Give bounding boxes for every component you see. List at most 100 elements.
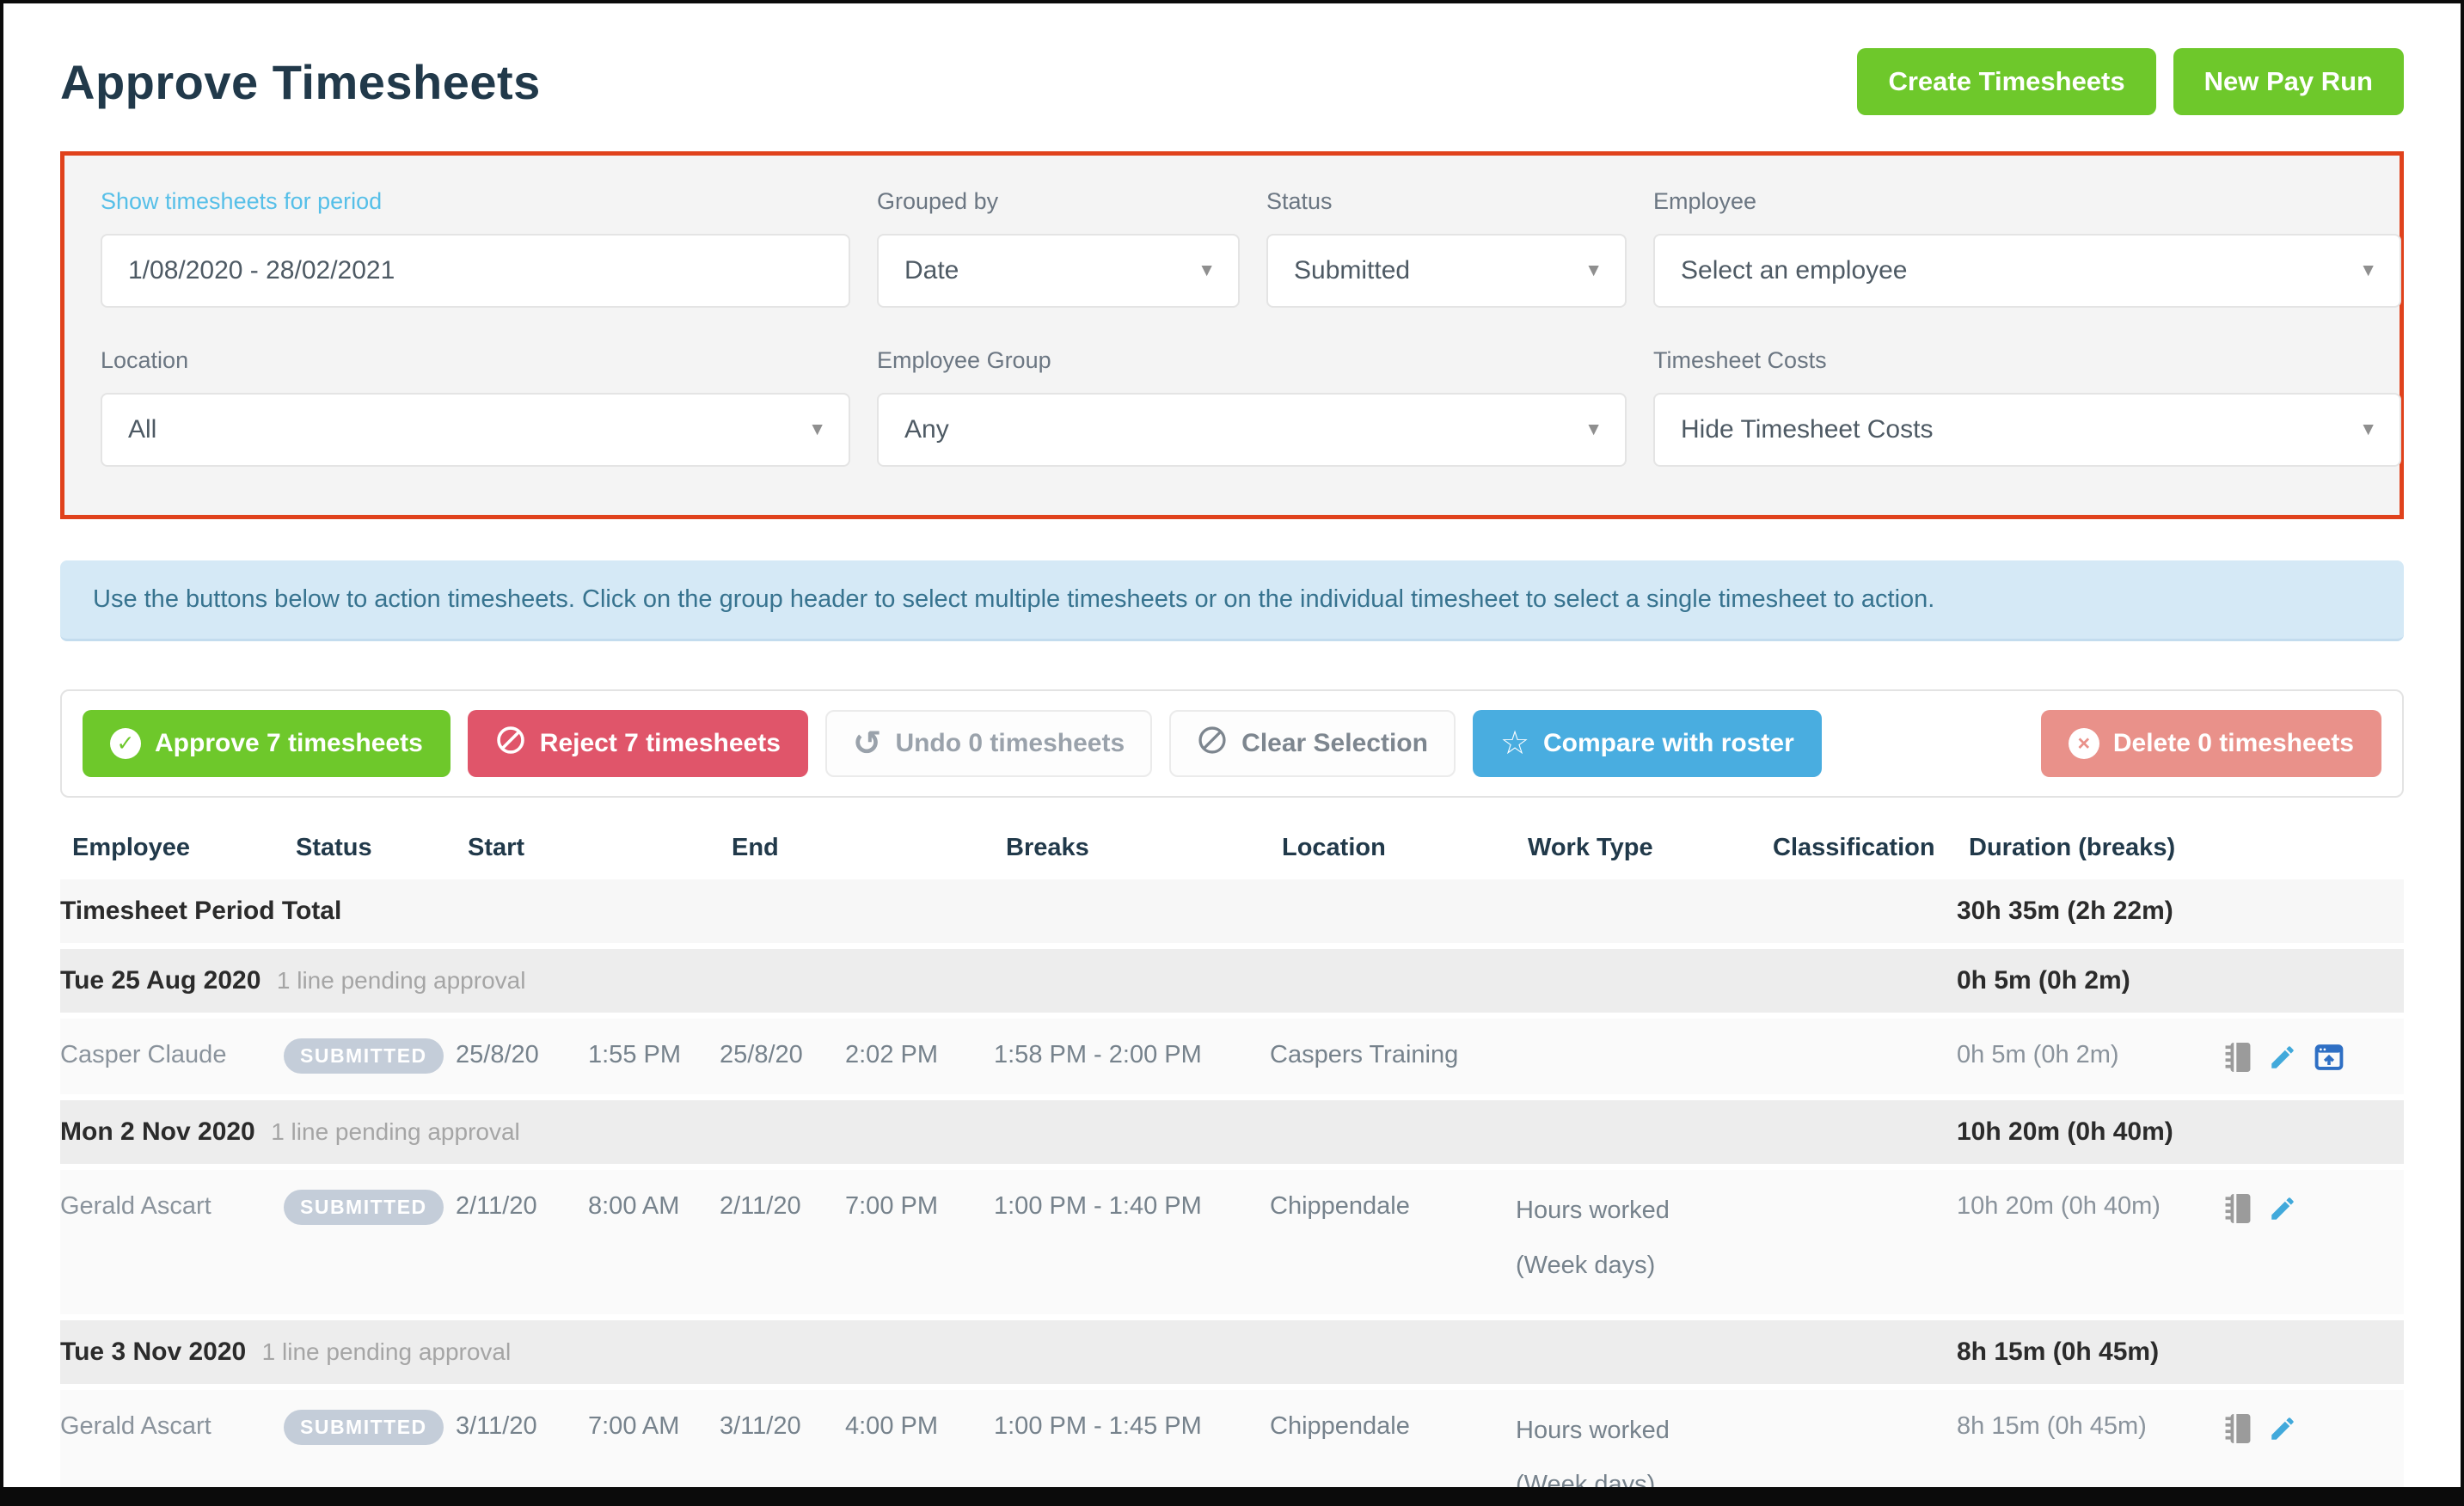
status-badge: SUBMITTED [284,1038,444,1074]
timesheet-costs-select[interactable]: Hide Timesheet Costs [1653,393,2401,467]
end-date: 2/11/20 [720,1192,801,1220]
check-circle-icon: ✓ [110,728,141,759]
group-duration: 8h 15m (0h 45m) [1957,1337,2160,1366]
group-date: Tue 25 Aug 2020 [60,966,261,995]
top-actions: Create Timesheets New Pay Run [1857,48,2404,115]
notebook-icon[interactable] [2223,1041,2253,1074]
group-date: Tue 3 Nov 2020 [60,1337,247,1366]
group-note: 1 line pending approval [271,1118,520,1145]
employee-group-filter: Employee Group Any [877,347,1627,467]
employee-group-select[interactable]: Any [877,393,1627,467]
new-pay-run-button[interactable]: New Pay Run [2173,48,2404,115]
ban-icon [1197,725,1228,762]
status-value: Submitted [1294,256,1411,285]
col-breaks: Breaks [1006,834,1089,861]
row-duration: 0h 5m (0h 2m) [1957,1041,2119,1068]
pencil-icon[interactable] [2268,1043,2297,1072]
timesheet-costs-filter: Timesheet Costs Hide Timesheet Costs [1653,347,2401,467]
grouped-by-value: Date [904,256,959,285]
breaks: 1:00 PM - 1:45 PM [994,1411,1202,1440]
row-location: Caspers Training [1270,1041,1459,1068]
start-date: 3/11/20 [456,1411,537,1440]
end-date: 25/8/20 [720,1041,803,1068]
approve-button-label: Approve 7 timesheets [155,729,423,757]
clear-selection-label: Clear Selection [1241,729,1428,757]
group-note: 1 line pending approval [261,1338,512,1365]
undo-button-label: Undo 0 timesheets [895,729,1125,757]
period-filter-label[interactable]: Show timesheets for period [101,188,383,214]
group-date: Mon 2 Nov 2020 [60,1117,255,1146]
caret-down-icon [1584,260,1603,281]
end-time: 7:00 PM [845,1192,938,1220]
pencil-icon[interactable] [2268,1414,2297,1443]
col-start: Start [468,834,525,861]
end-time: 4:00 PM [845,1411,938,1440]
undo-timesheets-button[interactable]: ↺ Undo 0 timesheets [824,710,1153,777]
status-badge: SUBMITTED [284,1409,444,1445]
col-work-type: Work Type [1528,834,1653,861]
col-duration: Duration (breaks) [1969,834,2176,861]
caret-down-icon [1584,419,1603,440]
period-total-duration: 30h 35m (2h 22m) [1957,897,2173,925]
info-banner: Use the buttons below to action timeshee… [60,560,2404,641]
undo-icon: ↺ [852,725,882,762]
start-time: 7:00 AM [588,1411,680,1440]
employee-name: Casper Claude [60,1041,227,1068]
employee-label: Employee [1653,188,1757,214]
employee-name: Gerald Ascart [60,1192,211,1220]
delete-timesheets-button[interactable]: × Delete 0 timesheets [2040,710,2381,777]
info-banner-text: Use the buttons below to action timeshee… [93,585,1935,614]
col-end: End [732,834,779,861]
status-badge: SUBMITTED [284,1190,444,1225]
page-title: Approve Timesheets [60,54,541,109]
employee-filter: Employee Select an employee [1653,188,2401,308]
grouped-by-select[interactable]: Date [877,234,1240,308]
employee-name: Gerald Ascart [60,1411,211,1440]
start-date: 25/8/20 [456,1041,539,1068]
row-location: Chippendale [1270,1192,1410,1220]
timesheet-row[interactable]: Gerald Ascart SUBMITTED 2/11/20 8:00 AM … [60,1170,2404,1314]
row-duration: 8h 15m (0h 45m) [1957,1411,2147,1440]
period-date-range-input[interactable]: 1/08/2020 - 28/02/2021 [101,234,850,308]
timesheets-table: Employee Status Start End Breaks Locatio… [60,834,2404,1487]
location-select[interactable]: All [101,393,850,467]
caret-down-icon [808,419,826,440]
compare-with-roster-button[interactable]: ☆ Compare with roster [1472,710,1822,777]
filter-panel: Show timesheets for period 1/08/2020 - 2… [60,151,2404,519]
reject-timesheets-button[interactable]: Reject 7 timesheets [467,710,808,777]
action-bar: ✓ Approve 7 timesheets Reject 7 timeshee… [60,689,2404,798]
export-window-icon[interactable] [2313,1042,2345,1073]
group-duration: 0h 5m (0h 2m) [1957,966,2130,995]
group-header-row[interactable]: Mon 2 Nov 2020 1 line pending approval 1… [60,1100,2404,1164]
top-bar: Approve Timesheets Create Timesheets New… [60,48,2404,115]
employee-select[interactable]: Select an employee [1653,234,2401,308]
col-classification: Classification [1773,834,1935,861]
timesheet-row[interactable]: Casper Claude SUBMITTED 25/8/20 1:55 PM … [60,1019,2404,1094]
timesheet-costs-label: Timesheet Costs [1653,347,1827,373]
group-note: 1 line pending approval [276,967,526,994]
group-header-row[interactable]: Tue 3 Nov 2020 1 line pending approval 8… [60,1319,2404,1384]
location-value: All [128,415,157,444]
group-header-row[interactable]: Tue 25 Aug 2020 1 line pending approval … [60,949,2404,1013]
timesheet-row[interactable]: Gerald Ascart SUBMITTED 3/11/20 7:00 AM … [60,1389,2404,1487]
notebook-icon[interactable] [2223,1192,2253,1225]
star-icon: ☆ [1499,725,1530,762]
end-time: 2:02 PM [845,1041,938,1068]
start-date: 2/11/20 [456,1192,537,1220]
grouped-by-filter: Grouped by Date [877,188,1240,308]
location-label: Location [101,347,189,373]
timesheet-costs-value: Hide Timesheet Costs [1681,415,1934,444]
start-time: 8:00 AM [588,1192,680,1220]
end-date: 3/11/20 [720,1411,801,1440]
caret-down-icon [2359,260,2377,281]
clear-selection-button[interactable]: Clear Selection [1169,710,1456,777]
employee-value: Select an employee [1681,256,1908,285]
status-select[interactable]: Submitted [1266,234,1627,308]
create-timesheets-button[interactable]: Create Timesheets [1857,48,2156,115]
approve-timesheets-button[interactable]: ✓ Approve 7 timesheets [83,710,451,777]
pencil-icon[interactable] [2268,1194,2297,1223]
group-duration: 10h 20m (0h 40m) [1957,1117,2173,1146]
notebook-icon[interactable] [2223,1412,2253,1445]
period-total-row: Timesheet Period Total 30h 35m (2h 22m) [60,879,2404,943]
row-duration: 10h 20m (0h 40m) [1957,1192,2161,1220]
